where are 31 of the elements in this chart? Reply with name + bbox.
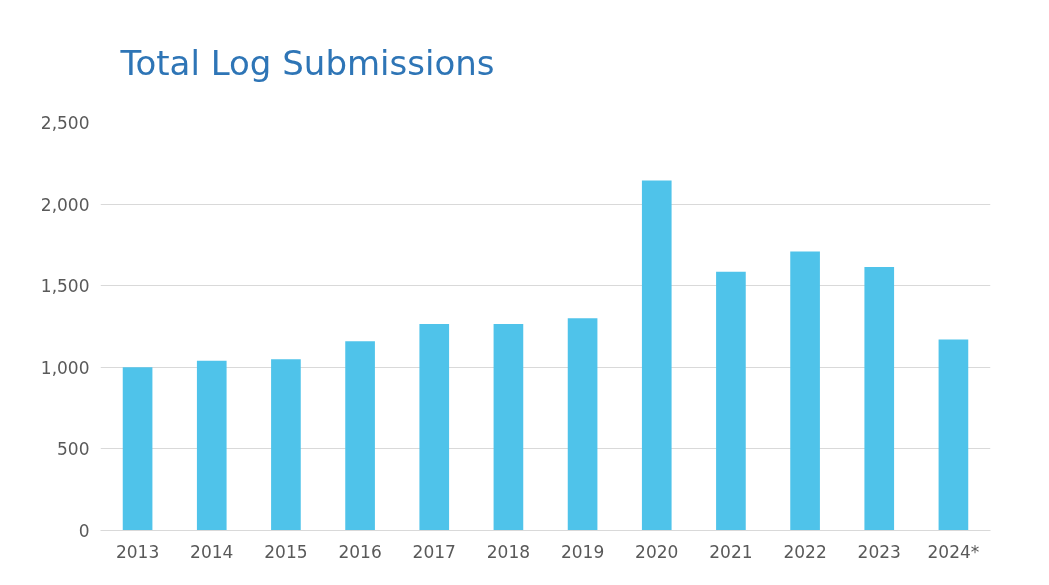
x-tick-label: 2020	[635, 541, 679, 562]
x-tick-label: 2023	[857, 541, 901, 562]
bar	[938, 339, 969, 531]
y-tick-label: 500	[57, 439, 90, 460]
y-tick-label: 0	[78, 521, 90, 541]
x-tick-label: 2016	[338, 541, 382, 562]
chart-title: Total Log Submissions	[119, 42, 495, 83]
bar	[716, 271, 746, 531]
x-tick-label: 2015	[264, 541, 308, 562]
bar	[419, 324, 450, 531]
bar	[790, 251, 820, 531]
x-tick-label: 2014	[190, 541, 234, 562]
x-tick-label: 2017	[412, 541, 456, 562]
x-tick-label: 2018	[486, 541, 531, 562]
x-tick-label: 2024*	[927, 541, 980, 562]
x-tick-label: 2022	[783, 541, 827, 562]
y-tick-label: 1,500	[40, 276, 90, 297]
bar	[271, 359, 301, 531]
y-tick-label: 2,500	[40, 113, 90, 133]
x-tick-label: 2019	[560, 541, 605, 562]
bar	[493, 324, 524, 531]
bar	[567, 318, 598, 531]
bar	[122, 367, 153, 531]
y-tick-label: 1,000	[40, 357, 90, 378]
bar	[196, 360, 227, 531]
x-tick-label: 2013	[115, 541, 160, 562]
bar	[864, 266, 895, 531]
bar	[641, 180, 672, 531]
x-tick-label: 2021	[709, 541, 753, 562]
bar	[345, 341, 375, 531]
y-tick-label: 2,000	[40, 194, 90, 215]
